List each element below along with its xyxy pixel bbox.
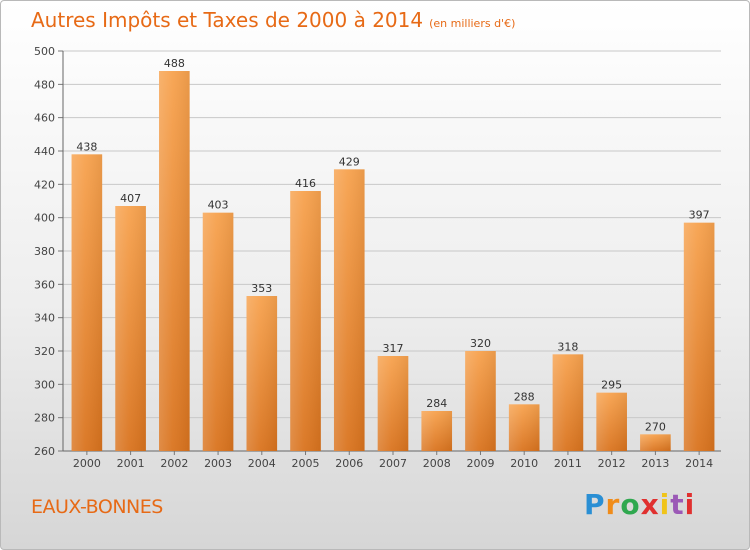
- y-tick-label: 300: [34, 378, 55, 391]
- bar-shine-2002: [159, 71, 190, 451]
- data-label-2005: 416: [295, 177, 316, 190]
- x-tick-label-2006: 2006: [335, 457, 363, 470]
- x-tick-label-2003: 2003: [204, 457, 232, 470]
- data-label-2006: 429: [339, 155, 360, 168]
- y-tick-label: 280: [34, 412, 55, 425]
- logo-letter: t: [670, 488, 685, 521]
- data-labels: 438 407 488 403 353 416 429 317 284 320 288 318 295 2…: [76, 57, 709, 433]
- bar-shine-2008: [421, 411, 453, 451]
- bar-shine-2010: [508, 404, 540, 451]
- y-tick-labels: 260 280 300 320 340 360 380 400 420 440 460 480 500: [34, 45, 55, 458]
- y-tick-label: 380: [34, 245, 55, 258]
- y-tick-label: 440: [34, 145, 55, 158]
- data-label-2000: 438: [76, 140, 97, 153]
- bar-shine-2011: [552, 354, 584, 451]
- logo-letter: i: [684, 488, 696, 521]
- data-label-2004: 353: [251, 282, 272, 295]
- chart-unit: (en milliers d'€): [429, 17, 516, 30]
- y-tick-label: 340: [34, 312, 55, 325]
- x-tick-label-2014: 2014: [685, 457, 713, 470]
- bar-shine-2014: [683, 222, 715, 451]
- bar-shine-2007: [377, 356, 409, 451]
- y-tick-label: 500: [34, 45, 55, 58]
- data-label-2012: 295: [601, 379, 622, 392]
- data-label-2014: 397: [689, 209, 710, 222]
- chart-title: Autres Impôts et Taxes de 2000 à 2014: [31, 8, 424, 32]
- x-tick-label-2012: 2012: [598, 457, 626, 470]
- data-label-2013: 270: [645, 420, 666, 433]
- y-tick-label: 460: [34, 112, 55, 125]
- y-tick-label: 360: [34, 278, 55, 291]
- data-label-2009: 320: [470, 337, 491, 350]
- bar-shine-2009: [465, 351, 496, 451]
- x-tick-label-2000: 2000: [73, 457, 101, 470]
- data-label-2008: 284: [426, 397, 447, 410]
- title-line: Autres Impôts et Taxes de 2000 à 2014 (en…: [31, 8, 515, 32]
- bar-shine-2001: [115, 206, 146, 451]
- logo-letter: P: [584, 488, 606, 521]
- data-label-2001: 407: [120, 192, 141, 205]
- x-tick-label-2010: 2010: [510, 457, 538, 470]
- proxiti-logo: Proxiti: [584, 488, 695, 521]
- data-label-2002: 488: [164, 57, 185, 70]
- x-tick-labels: 2000 2001 2002 2003 2004 2005 2006 2007 2008 2009…: [73, 457, 713, 470]
- x-tick-label-2002: 2002: [160, 457, 188, 470]
- y-tick-label: 420: [34, 178, 55, 191]
- logo-letter: o: [620, 488, 641, 521]
- y-tick-label: 320: [34, 345, 55, 358]
- bars: [71, 71, 715, 452]
- y-tick-label: 480: [34, 78, 55, 91]
- data-label-2003: 403: [208, 199, 229, 212]
- x-tick-label-2013: 2013: [641, 457, 669, 470]
- x-tick-label-2011: 2011: [554, 457, 582, 470]
- bar-shine-2003: [202, 212, 234, 451]
- bar-shine-2005: [290, 191, 321, 451]
- logo-letter: x: [640, 488, 660, 521]
- bar-shine-2013: [640, 434, 671, 451]
- bar-shine-2012: [596, 392, 627, 451]
- x-tick-label-2004: 2004: [248, 457, 276, 470]
- x-tick-label-2008: 2008: [423, 457, 451, 470]
- data-label-2010: 288: [514, 390, 535, 403]
- commune-name: EAUX-BONNES: [31, 496, 163, 518]
- x-tick-label-2005: 2005: [292, 457, 320, 470]
- data-label-2011: 318: [557, 340, 578, 353]
- bar-shine-2000: [71, 154, 103, 452]
- bar-shine-2004: [246, 296, 278, 451]
- logo-letter: r: [605, 488, 621, 521]
- logo-letter: i: [659, 488, 671, 521]
- x-tick-label-2007: 2007: [379, 457, 407, 470]
- y-tick-label: 400: [34, 212, 55, 225]
- x-tick-label-2009: 2009: [466, 457, 494, 470]
- bar-shine-2006: [333, 169, 365, 452]
- y-tick-label: 260: [34, 445, 55, 458]
- x-tick-label-2001: 2001: [117, 457, 145, 470]
- data-label-2007: 317: [383, 342, 404, 355]
